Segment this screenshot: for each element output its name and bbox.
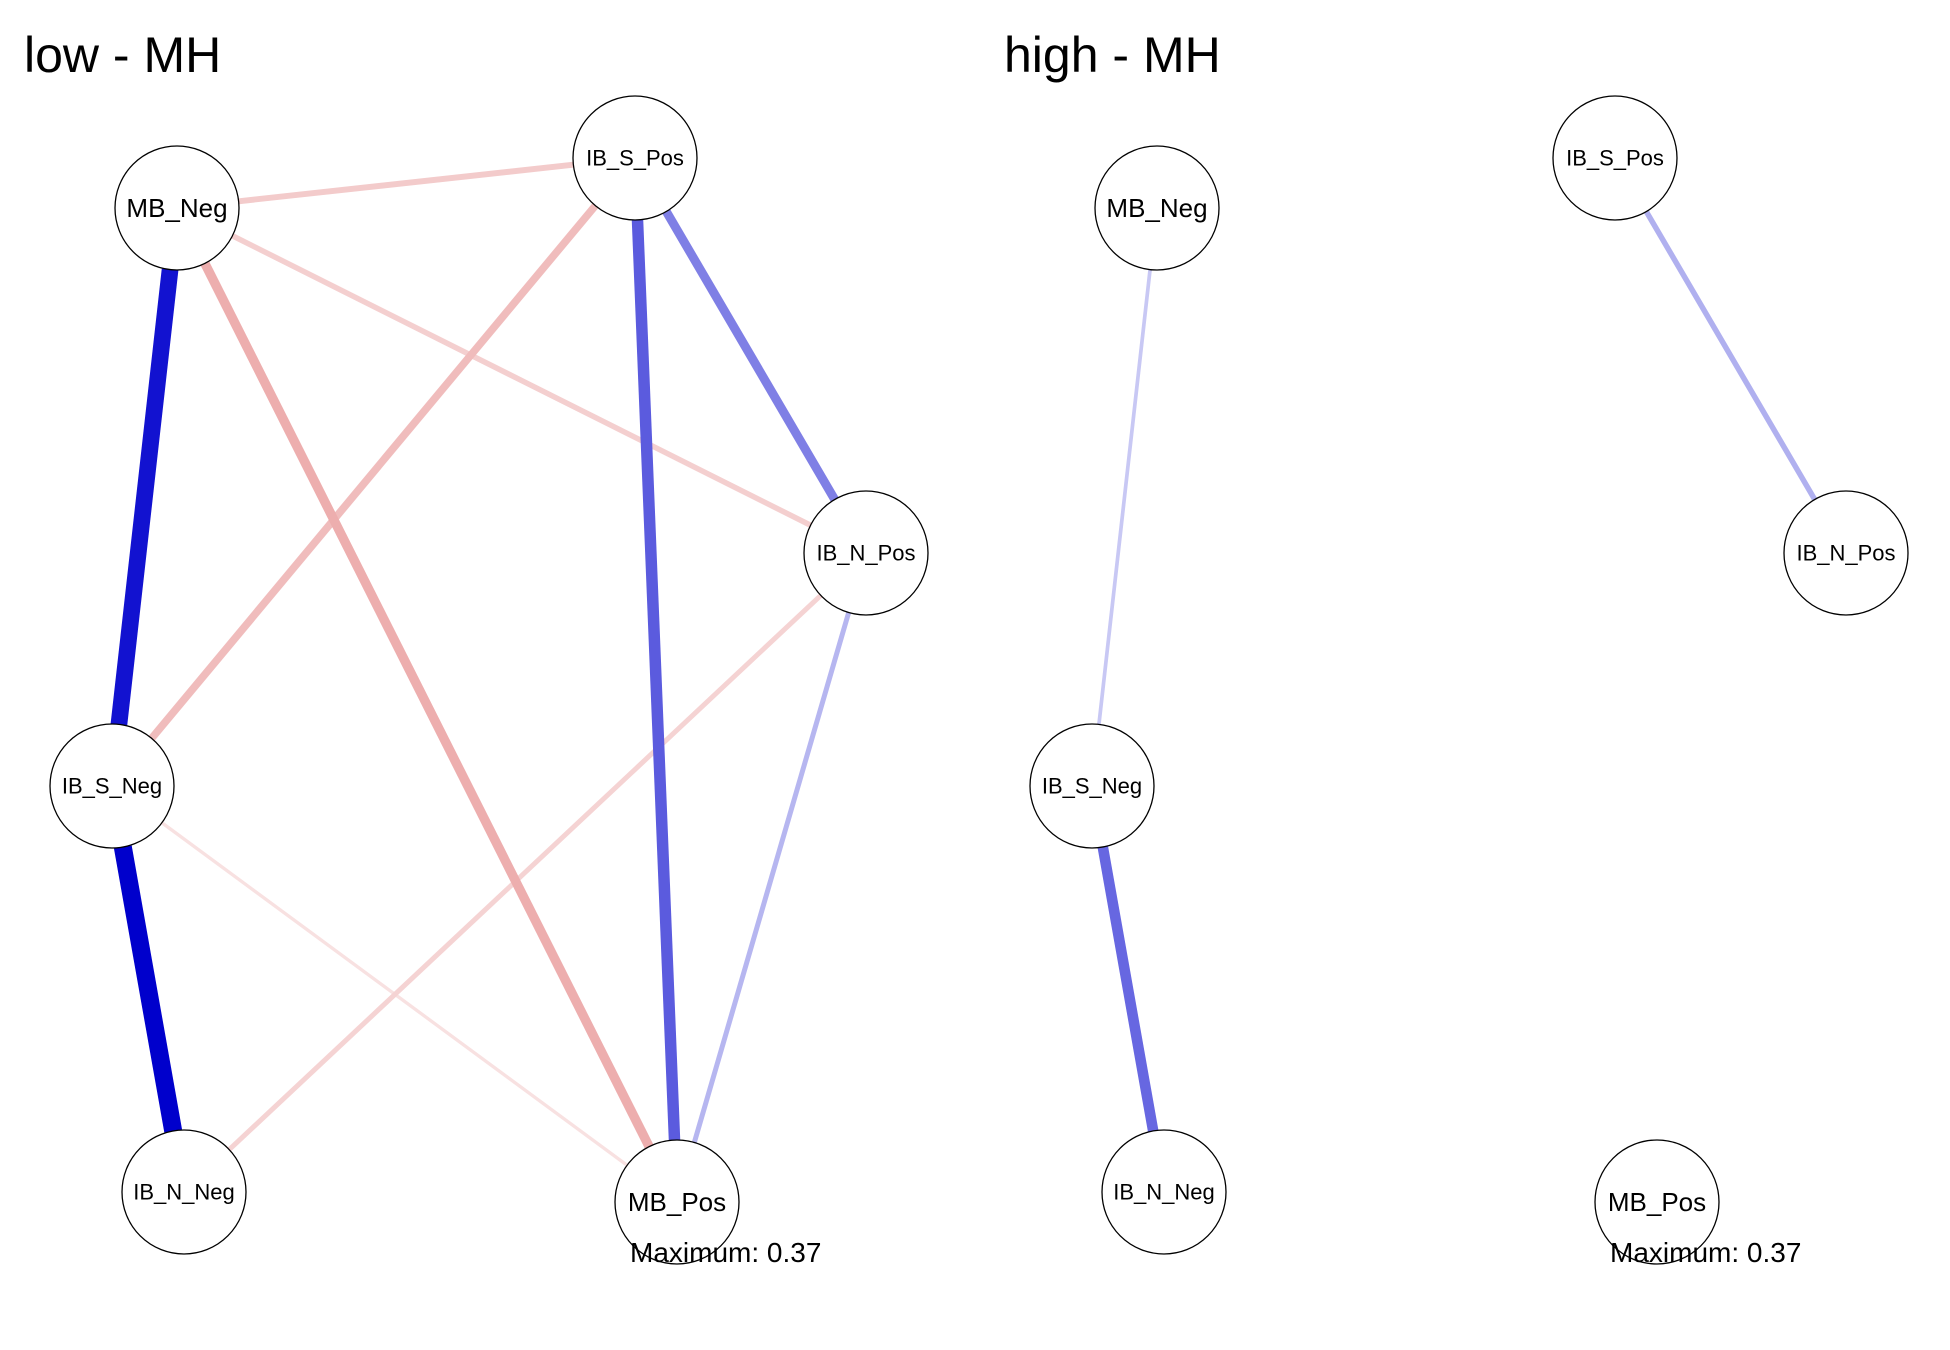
edge-ib_s_neg-ib_n_neg [113, 845, 183, 1133]
node-label: IB_N_Neg [133, 1180, 235, 1205]
maximum-label: Maximum: 0.37 [1610, 1237, 1801, 1268]
edge-ib_s_neg-ib_n_neg [1097, 846, 1159, 1132]
node-label: IB_N_Pos [816, 541, 915, 566]
node-circle [1029, 723, 1155, 849]
node-mb-neg: MB_Neg [114, 145, 240, 271]
node-label: IB_N_Pos [1796, 541, 1895, 566]
node-label: IB_S_Neg [1042, 774, 1142, 799]
edge-ib_n_pos-mb_pos [691, 611, 852, 1144]
node-circle [114, 145, 240, 271]
node-label: IB_N_Neg [1113, 1180, 1215, 1205]
edge-mb_neg-ib_s_neg [1097, 269, 1152, 725]
panel-title: low - MH [24, 27, 221, 83]
node-ib-s-pos: IB_S_Pos [572, 95, 698, 221]
edge-mb_neg-ib_n_pos [231, 233, 812, 528]
panel-low-mh: low - MH MB_Neg IB_S_Pos IB_N_Pos IB_S_Neg I… [24, 27, 929, 1268]
node-circle [572, 95, 698, 221]
node-label: MB_Pos [1608, 1187, 1706, 1217]
panel-title: high - MH [1004, 27, 1221, 83]
edge-mb_neg-ib_s_pos [238, 161, 574, 205]
node-circle [1552, 95, 1678, 221]
node-ib-n-neg: IB_N_Neg [1101, 1129, 1227, 1255]
node-mb-pos: MB_Pos [1594, 1139, 1720, 1265]
maximum-label: Maximum: 0.37 [630, 1237, 821, 1268]
node-circle [1101, 1129, 1227, 1255]
node-label: IB_S_Pos [586, 146, 684, 171]
node-layer: MB_Neg IB_S_Pos IB_N_Pos IB_S_Neg IB_N_Neg MB… [49, 95, 929, 1265]
edge-ib_s_pos-ib_n_pos [662, 209, 839, 502]
node-circle [121, 1129, 247, 1255]
node-mb-neg: MB_Neg [1094, 145, 1220, 271]
edge-mb_neg-mb_pos [200, 261, 654, 1149]
node-ib-s-neg: IB_S_Neg [1029, 723, 1155, 849]
node-label: MB_Pos [628, 1187, 726, 1217]
node-ib-n-pos: IB_N_Pos [1783, 490, 1909, 616]
node-mb-pos: MB_Pos [614, 1139, 740, 1265]
node-label: IB_S_Pos [1566, 146, 1664, 171]
edge-ib_n_pos-ib_n_neg [227, 593, 823, 1152]
node-circle [1594, 1139, 1720, 1265]
edge-mb_neg-ib_s_neg [110, 268, 179, 726]
node-circle [614, 1139, 740, 1265]
edge-ib_s_pos-ib_n_pos [1643, 210, 1818, 501]
edge-layer [1097, 210, 1818, 1132]
node-label: MB_Neg [1106, 193, 1207, 223]
node-circle [1094, 145, 1220, 271]
node-ib-s-neg: IB_S_Neg [49, 723, 175, 849]
node-ib-s-pos: IB_S_Pos [1552, 95, 1678, 221]
node-ib-n-neg: IB_N_Neg [121, 1129, 247, 1255]
node-circle [803, 490, 929, 616]
edge-layer [110, 161, 852, 1167]
node-circle [49, 723, 175, 849]
edge-ib_s_pos-ib_s_neg [148, 203, 599, 741]
node-circle [1783, 490, 1909, 616]
edge-ib_s_pos-mb_pos [631, 219, 681, 1141]
node-layer: MB_Neg IB_S_Pos IB_N_Pos IB_S_Neg IB_N_Neg MB… [1029, 95, 1909, 1265]
panel-high-mh: high - MH MB_Neg IB_S_Pos IB_N_Pos IB_S_Neg… [1004, 27, 1909, 1268]
node-ib-n-pos: IB_N_Pos [803, 490, 929, 616]
node-label: IB_S_Neg [62, 774, 162, 799]
node-label: MB_Neg [126, 193, 227, 223]
